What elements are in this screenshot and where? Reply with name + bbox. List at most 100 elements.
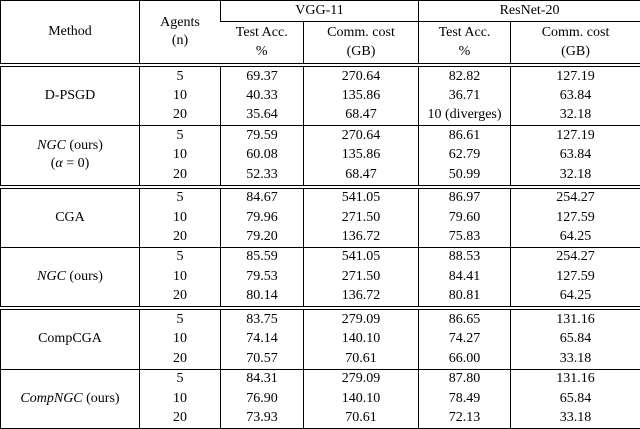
value-cell: 68.47 xyxy=(302,105,419,126)
agents-cell: 5 xyxy=(139,368,221,390)
agents-cell: 10 xyxy=(139,389,221,409)
table-header: Method Agents (n) VGG-11 ResNet-20 Test … xyxy=(1,0,640,65)
value-cell: 60.08 xyxy=(220,145,304,166)
value-cell: 279.09 xyxy=(302,306,419,330)
col-header-resnet-test-acc: Test Acc. % xyxy=(418,21,511,65)
value-cell: 63.84 xyxy=(510,86,640,106)
value-cell: 79.60 xyxy=(418,208,511,228)
value-cell: 70.61 xyxy=(302,408,419,429)
method-cell: D-PSGD xyxy=(0,63,140,126)
agents-cell: 20 xyxy=(139,105,221,126)
table-row: 10 60.08 135.86 62.79 63.84 xyxy=(1,145,640,166)
agents-cell: 20 xyxy=(139,408,221,429)
method-italic-part: NGC xyxy=(37,268,66,284)
value-cell: 65.84 xyxy=(510,329,640,350)
table-body: D-PSGD 5 69.37 270.64 82.82 127.19 10 40.33 135.… xyxy=(0,62,640,429)
value-cell: 10 (diverges) xyxy=(418,105,511,126)
resnet-comm-cost-line1: Comm. cost xyxy=(541,25,610,41)
value-cell: 64.25 xyxy=(510,286,640,309)
value-cell: 68.47 xyxy=(302,165,419,187)
agents-cell: 5 xyxy=(139,184,221,209)
value-cell: 79.96 xyxy=(220,208,304,228)
table-row: 10 76.90 140.10 78.49 65.84 xyxy=(1,389,640,409)
value-cell: 254.27 xyxy=(510,246,640,268)
value-cell: 541.05 xyxy=(302,184,419,209)
agents-cell: 10 xyxy=(139,329,221,350)
value-cell: 87.80 xyxy=(418,368,511,390)
value-cell: 127.19 xyxy=(510,125,640,146)
value-cell: 74.14 xyxy=(220,329,304,350)
agents-cell: 20 xyxy=(139,227,221,248)
col-header-method: Method xyxy=(1,1,140,66)
value-cell: 64.25 xyxy=(510,227,640,248)
value-cell: 33.18 xyxy=(510,408,640,429)
value-cell: 140.10 xyxy=(302,329,419,350)
value-cell: 80.81 xyxy=(418,286,511,309)
value-cell: 40.33 xyxy=(220,86,304,106)
agents-cell: 20 xyxy=(139,165,221,187)
table-row: 20 35.64 68.47 10 (diverges) 32.18 xyxy=(1,105,640,126)
value-cell: 254.27 xyxy=(510,184,640,209)
table-row: 20 52.33 68.47 50.99 32.18 xyxy=(1,165,640,187)
value-cell: 83.75 xyxy=(220,306,304,330)
table-row: NGC (ours) (α = 0) 5 79.59 270.64 86.61 127.19 xyxy=(0,125,640,187)
table-row: 20 70.57 70.61 66.00 33.18 xyxy=(1,349,640,370)
value-cell: 86.65 xyxy=(418,306,511,330)
value-cell: 74.27 xyxy=(418,329,511,350)
value-cell: 75.83 xyxy=(418,227,511,248)
agents-cell: 10 xyxy=(139,145,221,166)
agents-cell: 10 xyxy=(139,208,221,228)
value-cell: 127.59 xyxy=(510,267,640,287)
col-header-resnet-comm-cost: Comm. cost (GB) xyxy=(510,21,640,65)
agents-cell: 5 xyxy=(139,62,221,87)
vgg-comm-cost-line1: Comm. cost xyxy=(327,25,395,41)
method-label-line: CompNGC (ours) xyxy=(20,390,120,406)
method-italic-part: α xyxy=(55,156,63,172)
resnet-test-acc-line1: Test Acc. xyxy=(438,25,491,41)
header-row-groups: Method Agents (n) VGG-11 ResNet-20 xyxy=(1,0,640,65)
value-cell: 86.61 xyxy=(418,125,511,146)
value-cell: 52.33 xyxy=(220,165,304,187)
method-cell: NGC (ours) (α = 0) xyxy=(0,125,140,187)
table-row: 20 79.20 136.72 75.83 64.25 xyxy=(1,227,640,248)
value-cell: 270.64 xyxy=(302,62,419,87)
value-cell: 88.53 xyxy=(418,246,511,268)
method-label-line: (α = 0) xyxy=(50,156,90,172)
value-cell: 79.59 xyxy=(220,125,304,146)
value-cell: 271.50 xyxy=(302,208,419,228)
value-cell: 50.99 xyxy=(418,165,511,187)
value-cell: 73.93 xyxy=(220,408,304,429)
group-header-resnet20: ResNet-20 xyxy=(418,0,640,22)
value-cell: 70.61 xyxy=(302,349,419,370)
vgg-comm-cost-line2: (GB) xyxy=(346,43,376,59)
table-row: CompNGC (ours) 5 84.31 279.09 87.80 131.16 xyxy=(0,368,640,429)
value-cell: 84.67 xyxy=(220,184,304,209)
col-header-agents-line1: Agents xyxy=(160,14,200,30)
method-cell: CompNGC (ours) xyxy=(0,368,140,429)
value-cell: 32.18 xyxy=(510,105,640,126)
value-cell: 135.86 xyxy=(302,145,419,166)
value-cell: 62.79 xyxy=(418,145,511,166)
value-cell: 70.57 xyxy=(220,349,304,370)
value-cell: 80.14 xyxy=(220,286,304,309)
table-row: 20 73.93 70.61 72.13 33.18 xyxy=(1,408,640,429)
value-cell: 78.49 xyxy=(418,389,511,409)
table-row: CompCGA 5 83.75 279.09 86.65 131.16 xyxy=(0,306,640,370)
value-cell: 86.97 xyxy=(418,184,511,209)
method-label-line: CGA xyxy=(55,209,85,225)
value-cell: 131.16 xyxy=(510,368,640,390)
value-cell: 84.41 xyxy=(418,267,511,287)
group-header-vgg11: VGG-11 xyxy=(219,0,419,22)
value-cell: 35.64 xyxy=(220,105,304,126)
value-cell: 127.19 xyxy=(510,62,640,87)
value-cell: 66.00 xyxy=(418,349,511,370)
vgg-test-acc-line2: % xyxy=(255,43,268,59)
agents-cell: 10 xyxy=(139,86,221,106)
value-cell: 136.72 xyxy=(302,227,419,248)
value-cell: 79.20 xyxy=(220,227,304,248)
value-cell: 136.72 xyxy=(302,286,419,309)
col-header-vgg-comm-cost: Comm. cost (GB) xyxy=(302,21,419,65)
agents-cell: 20 xyxy=(139,286,221,309)
agents-cell: 10 xyxy=(139,267,221,287)
